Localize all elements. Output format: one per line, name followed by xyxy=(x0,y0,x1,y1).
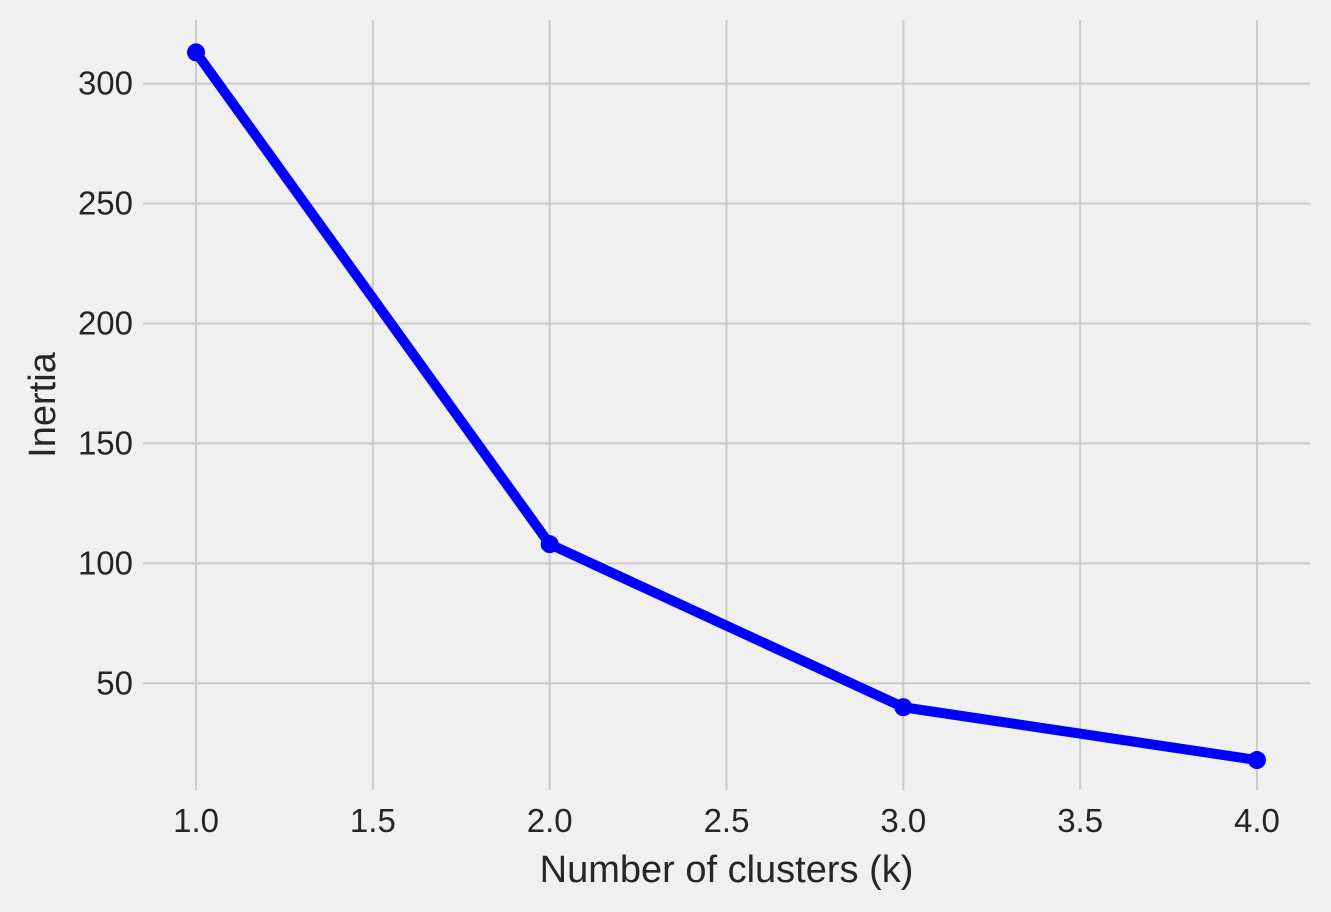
y-tick-label: 150 xyxy=(78,424,133,461)
y-tick-label: 100 xyxy=(78,544,133,581)
x-tick-label: 1.5 xyxy=(350,802,396,839)
x-tick-label: 2.0 xyxy=(527,802,573,839)
y-tick-label: 50 xyxy=(96,664,133,701)
x-tick-label: 1.0 xyxy=(173,802,219,839)
series-line xyxy=(191,47,1262,766)
data-point xyxy=(187,43,206,62)
data-point xyxy=(894,698,913,717)
x-tick-label: 3.0 xyxy=(880,802,926,839)
x-axis-label: Number of clusters (k) xyxy=(540,849,914,891)
data-point xyxy=(1247,751,1266,770)
x-tick-label: 3.5 xyxy=(1057,802,1103,839)
x-tick-labels: 1.0 1.5 2.0 2.5 3.0 3.5 4.0 xyxy=(173,802,1280,839)
y-tick-label: 200 xyxy=(78,304,133,341)
series xyxy=(187,43,1266,770)
y-tick-label: 250 xyxy=(78,185,133,222)
y-tick-labels: 50 100 150 200 250 300 xyxy=(78,65,133,702)
data-point xyxy=(540,535,559,554)
y-tick-label: 300 xyxy=(78,65,133,102)
x-tick-label: 2.5 xyxy=(704,802,750,839)
y-axis-label: Inertia xyxy=(22,351,64,457)
x-tick-label: 4.0 xyxy=(1234,802,1280,839)
grid xyxy=(143,20,1310,790)
